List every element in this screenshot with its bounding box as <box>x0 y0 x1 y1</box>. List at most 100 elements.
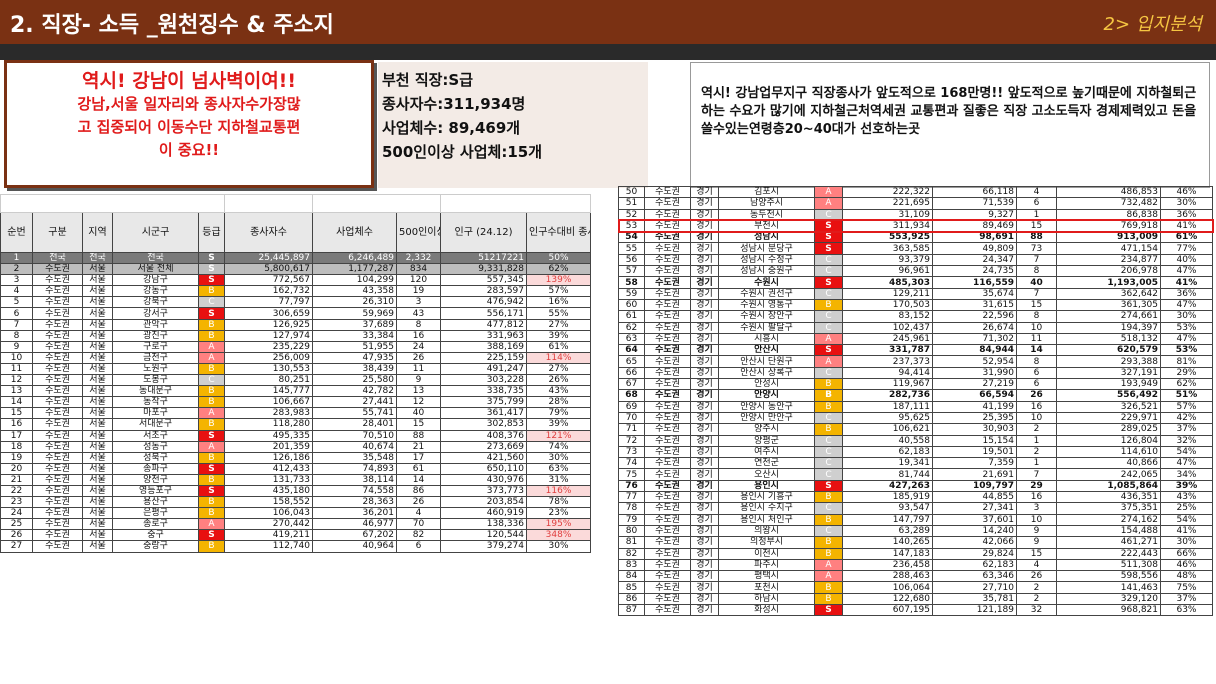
table-cell: A <box>198 440 225 453</box>
table-cell: C <box>814 253 843 267</box>
table-cell: 수도권 <box>32 462 83 475</box>
table-cell: 15 <box>1016 219 1057 233</box>
table-cell: 용인시 처인구 <box>718 513 815 526</box>
table-cell: 66% <box>1160 547 1213 560</box>
table-cell: 평택시 <box>718 570 815 583</box>
right-table: 50 수도권 경기 김포시 A 222,322 66,118 4 486,853 46% 51 수도권… <box>617 185 1214 617</box>
table-cell: 158,552 <box>224 496 313 509</box>
table-row: 54 수도권 경기 성남시 S 553,925 98,691 88 913,009 61% <box>618 231 1213 244</box>
table-cell: 311,934 <box>842 219 933 233</box>
table-cell: 106,043 <box>224 507 313 520</box>
table-cell: S <box>198 462 225 475</box>
table-cell: 329,120 <box>1056 592 1161 605</box>
table-row: 64 수도권 경기 안산시 S 331,787 84,944 14 620,579 53% <box>618 344 1213 357</box>
table-cell: A <box>814 332 843 346</box>
table-cell: 서울 <box>82 340 113 353</box>
table-cell: 40 <box>1016 276 1057 289</box>
table-cell: 1,085,864 <box>1056 479 1161 493</box>
table-cell: 9 <box>1016 524 1057 538</box>
table-cell: 1 <box>1016 434 1057 447</box>
table-cell: 경기 <box>690 253 719 267</box>
table-cell: 471,154 <box>1056 242 1161 255</box>
table-cell: 16 <box>1016 491 1057 504</box>
table-cell: 동작구 <box>112 396 199 409</box>
table-cell: 9 <box>395 374 442 387</box>
table-cell: 경기 <box>690 411 719 425</box>
table-cell: 77 <box>618 491 645 504</box>
table-row: 7 수도권 서울 관악구 B 126,925 37,689 8 477,812 27% <box>0 318 592 331</box>
table-cell: B <box>814 423 843 436</box>
table-cell: B <box>198 540 225 553</box>
table-cell: C <box>814 321 843 334</box>
table-cell: 경기 <box>690 242 719 255</box>
table-cell: 25,395 <box>932 411 1017 425</box>
table-cell: 235,229 <box>224 340 313 353</box>
table-cell: 52,954 <box>932 355 1017 368</box>
table-cell: 85 <box>618 581 645 594</box>
table-cell: 19,501 <box>932 445 1017 459</box>
table-row: 51 수도권 경기 남양주시 A 221,695 71,539 6 732,482 30% <box>618 197 1213 210</box>
table-cell: 139% <box>526 274 592 287</box>
table-cell: 75 <box>618 468 645 481</box>
table-cell: 화성시 <box>718 603 815 617</box>
summary-businesses: 사업체수: 89,469개 <box>382 119 521 137</box>
table-row: 26 수도권 서울 중구 S 419,211 67,202 82 120,544 348% <box>0 529 592 542</box>
table-cell: B <box>814 298 843 312</box>
table-cell: 78% <box>526 496 592 509</box>
table-cell: 경기 <box>690 231 719 244</box>
table-cell: B <box>814 547 843 560</box>
table-cell: 수도권 <box>644 502 691 515</box>
table-cell: A <box>198 351 225 364</box>
table-cell: 여주시 <box>718 445 815 459</box>
table-row: 62 수도권 경기 수원시 팔달구 C 102,437 26,674 10 194,397 53% <box>618 321 1213 334</box>
table-cell: 수도권 <box>32 484 83 498</box>
table-row: 74 수도권 경기 연천군 C 19,341 7,359 1 40,866 47% <box>618 457 1213 470</box>
table-cell: B <box>198 318 225 331</box>
table-cell: 수도권 <box>644 457 691 470</box>
table-cell: 전국 <box>112 251 199 265</box>
table-cell: 408,376 <box>440 429 528 442</box>
table-cell: 11 <box>395 362 442 376</box>
table-cell: 43,358 <box>312 285 397 298</box>
callout-line-4: 이 중요!! <box>158 141 220 159</box>
table-cell: 동대문구 <box>112 385 199 398</box>
table-cell: 17 <box>395 451 442 464</box>
table-cell: 485,303 <box>842 276 933 289</box>
column-header: 인구수대비 종사자비율 <box>526 212 592 253</box>
table-cell: 22 <box>0 484 33 498</box>
table-row: 10 수도권 서울 금천구 A 256,009 47,935 26 225,159 114% <box>0 351 592 364</box>
table-cell: 40,558 <box>842 434 933 447</box>
table-row: 82 수도권 경기 이천시 B 147,183 29,824 15 222,443 66% <box>618 547 1213 560</box>
table-cell: 서울 <box>82 318 113 331</box>
table-cell: 120,544 <box>440 529 528 542</box>
table-cell: 수도권 <box>644 276 691 289</box>
table-cell: C <box>814 265 843 278</box>
table-cell: 36% <box>1160 287 1213 300</box>
table-cell: 5 <box>0 296 33 309</box>
table-row: 70 수도권 경기 안양시 만안구 C 95,625 25,395 10 229,971 42% <box>618 411 1213 425</box>
table-cell: 66,118 <box>932 185 1017 199</box>
table-cell: B <box>198 418 225 431</box>
table-cell: 27% <box>526 318 592 331</box>
table-cell: 1,193,005 <box>1056 276 1161 289</box>
table-cell: 98,691 <box>932 231 1017 244</box>
table-cell: 6 <box>1016 378 1057 391</box>
table-cell: C <box>814 468 843 481</box>
table-cell: 35,548 <box>312 451 397 464</box>
table-cell: 수도권 <box>644 491 691 504</box>
table-cell: 수도권 <box>32 263 83 276</box>
table-cell: 경기 <box>690 468 719 481</box>
table-cell: 경기 <box>690 344 719 357</box>
table-row: 19 수도권 서울 성북구 B 126,186 35,548 17 421,560 30% <box>0 451 592 464</box>
table-cell: 147,797 <box>842 513 933 526</box>
table-cell: 620,579 <box>1056 344 1161 357</box>
table-cell: 16% <box>526 296 592 309</box>
table-cell: 양평군 <box>718 434 815 447</box>
table-row: 1 전국 전국 전국 S 25,445,897 6,246,489 2,332 51217221… <box>0 251 592 265</box>
table-cell: 86 <box>618 592 645 605</box>
table-cell: 성북구 <box>112 451 199 464</box>
table-cell: 40% <box>1160 253 1213 267</box>
table-cell: 구로구 <box>112 340 199 353</box>
table-cell: 수도권 <box>32 396 83 409</box>
table-cell: 경기 <box>690 434 719 447</box>
